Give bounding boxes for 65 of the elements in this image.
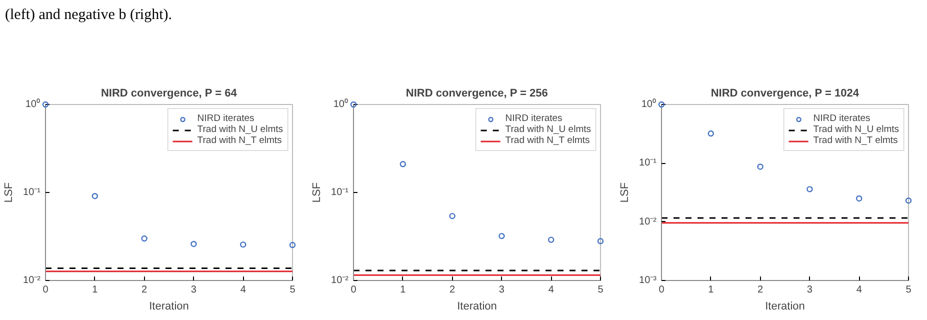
x-tick-label: 5 — [598, 284, 604, 296]
x-axis-title: Iteration — [149, 300, 189, 312]
chart-title: NIRD convergence, P = 1024 — [710, 88, 860, 100]
x-tick-label: 2 — [758, 284, 764, 296]
legend-label: Trad with N_T elmts — [813, 135, 898, 146]
x-tick-label: 1 — [708, 284, 714, 296]
legend-label: Trad with N_U elmts — [813, 124, 899, 135]
point — [757, 164, 764, 170]
point — [548, 236, 554, 243]
point — [42, 101, 49, 108]
x-tick-label: 4 — [240, 284, 246, 296]
x-tick-label: 0 — [350, 284, 357, 296]
point — [449, 212, 456, 220]
x-tick-label: 3 — [498, 284, 505, 296]
x-tick-label: 0 — [42, 284, 49, 296]
point — [498, 232, 505, 240]
y-axis-title: LSF — [619, 182, 632, 203]
x-tick-label: 1 — [92, 284, 98, 296]
y-tick-label: 10⁻¹ — [23, 187, 42, 198]
legend-label: Trad with N_U elmts — [505, 124, 591, 135]
y-tick-label: 10⁻³ — [639, 275, 658, 286]
y-tick-label: 10⁻¹ — [331, 187, 350, 198]
text: (left) and negative b (right). — [5, 6, 172, 25]
point — [190, 240, 197, 248]
chart-title: NIRD convergence, P = 256 — [406, 88, 548, 100]
x-tick-label: 2 — [450, 284, 456, 296]
x-axis-title: Iteration — [765, 300, 805, 312]
x-tick-label: 4 — [548, 284, 554, 296]
y-tick-label: 10⁻² — [23, 275, 42, 286]
y-tick-label: 10⁰ — [25, 98, 40, 110]
point — [92, 193, 98, 200]
x-tick-label: 3 — [806, 284, 813, 296]
x-tick-label: 5 — [290, 284, 296, 296]
point — [400, 161, 406, 168]
y-tick-label: 10⁰ — [641, 98, 656, 110]
point — [658, 101, 665, 108]
point — [350, 101, 357, 108]
y-tick-label: 10⁻² — [639, 216, 658, 228]
y-axis-title: LSF — [3, 182, 16, 203]
legend-label: NIRD iterates — [813, 113, 870, 124]
point — [141, 235, 148, 242]
point — [240, 241, 246, 248]
legend-label: Trad with N_U elmts — [197, 124, 283, 135]
x-tick-label: 3 — [190, 284, 197, 296]
point — [289, 242, 296, 248]
legend-label: NIRD iterates — [505, 113, 562, 124]
legend-label: Trad with N_T elmts — [505, 135, 590, 146]
x-tick-label: 0 — [658, 284, 665, 296]
y-tick-label: 10⁻² — [331, 275, 350, 286]
legend-label: Trad with N_T elmts — [197, 135, 282, 146]
point — [597, 238, 604, 244]
point — [708, 130, 714, 137]
chart-title: NIRD convergence, P = 64 — [100, 88, 238, 100]
x-axis-title: Iteration — [457, 300, 497, 312]
point — [806, 186, 813, 192]
point — [856, 195, 862, 202]
x-tick-label: 2 — [142, 284, 148, 296]
y-tick-label: 10⁻¹ — [639, 158, 658, 169]
legend-label: NIRD iterates — [197, 113, 254, 124]
y-axis-title: LSF — [311, 182, 324, 203]
x-tick-label: 1 — [400, 284, 406, 296]
x-tick-label: 4 — [856, 284, 862, 296]
point — [905, 198, 912, 204]
x-tick-label: 5 — [906, 284, 912, 296]
y-tick-label: 10⁰ — [333, 98, 348, 110]
